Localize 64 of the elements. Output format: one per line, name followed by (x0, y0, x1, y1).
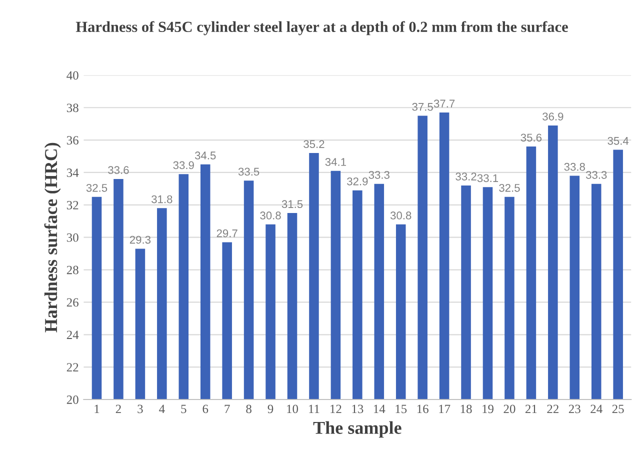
x-tick-label: 4 (159, 404, 165, 414)
x-tick-label: 5 (181, 404, 186, 414)
y-tick-label: 28 (66, 266, 78, 274)
data-label: 29.7 (216, 229, 238, 238)
y-tick-label: 20 (66, 396, 78, 404)
x-tick-label: 17 (439, 404, 450, 414)
data-label: 32.5 (499, 184, 520, 192)
x-tick-label: 2 (116, 404, 121, 414)
y-tick-label: 40 (66, 71, 78, 80)
data-label: 34.5 (194, 152, 216, 160)
x-tick-label: 13 (352, 404, 364, 414)
x-tick-label: 21 (525, 404, 537, 414)
data-label: 35.4 (608, 136, 629, 145)
y-tick-label: 38 (66, 104, 78, 112)
data-label: 33.2 (456, 172, 476, 180)
x-tick-label: 9 (268, 404, 274, 414)
data-label: 30.8 (390, 212, 412, 220)
x-tick-label: 23 (568, 404, 580, 414)
y-tick-label: 32 (66, 200, 78, 210)
y-tick-label: 36 (66, 136, 78, 145)
data-label: 33.8 (564, 162, 585, 171)
x-tick-label: 14 (374, 404, 386, 414)
y-tick-label: 30 (66, 233, 78, 242)
data-label: 33.6 (108, 166, 129, 174)
data-label: 36.9 (542, 112, 564, 120)
data-label: 35.6 (520, 134, 542, 142)
chart-title: Hardness of S45C cylinder steel layer at a depth of 0.2 mm from the surface (76, 21, 568, 36)
x-tick-label: 3 (138, 404, 143, 414)
x-tick-label: 19 (482, 404, 494, 414)
x-tick-label: 25 (612, 404, 624, 414)
data-label: 33.3 (586, 171, 607, 179)
x-axis-title: The sample (313, 421, 402, 438)
x-tick-label: 10 (287, 404, 298, 414)
y-tick-label: 26 (66, 298, 78, 307)
data-label: 33.9 (173, 161, 194, 170)
data-label: 31.8 (152, 195, 172, 204)
y-tick-label: 22 (66, 363, 78, 372)
x-tick-label: 7 (224, 404, 230, 414)
data-label: 29.3 (130, 236, 151, 244)
x-tick-label: 24 (590, 404, 602, 414)
x-tick-label: 16 (417, 404, 428, 414)
data-label: 33.1 (477, 174, 498, 182)
x-tick-label: 22 (547, 404, 558, 414)
data-label: 37.5 (412, 102, 433, 111)
x-tick-label: 18 (460, 404, 472, 414)
data-label: 33.3 (368, 171, 390, 179)
data-label: 35.2 (304, 140, 324, 148)
y-tick-label: 34 (66, 168, 79, 177)
data-label: 31.5 (282, 200, 303, 208)
data-label: 30.8 (260, 212, 281, 220)
data-label: 33.5 (238, 168, 260, 176)
data-label: 37.7 (434, 100, 455, 108)
x-tick-label: 6 (202, 404, 208, 414)
x-tick-label: 8 (246, 404, 252, 414)
data-label: 32.9 (347, 177, 368, 186)
x-tick-label: 12 (330, 404, 342, 414)
data-label: 32.5 (86, 184, 108, 192)
x-tick-label: 15 (396, 404, 407, 414)
x-tick-label: 11 (309, 404, 320, 414)
y-tick-label: 24 (66, 330, 79, 339)
data-label: 34.1 (325, 158, 346, 166)
x-tick-label: 1 (94, 404, 100, 414)
y-axis-title: Hardness surface (HRC) (44, 142, 61, 332)
x-tick-label: 20 (504, 404, 516, 414)
